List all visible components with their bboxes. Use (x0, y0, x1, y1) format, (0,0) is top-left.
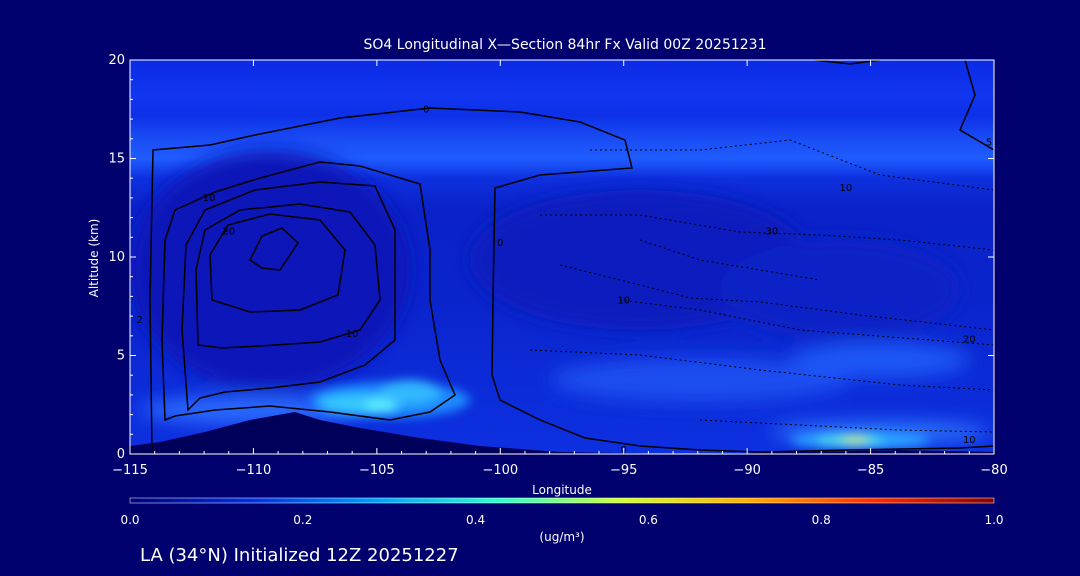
y-tick-label: 10 (108, 250, 125, 265)
plot-area: 000510101010102020230 (130, 60, 994, 454)
x-tick-label: −110 (236, 463, 272, 478)
x-tick-label: −100 (482, 463, 518, 478)
contour-label: 10 (963, 435, 976, 446)
colorbar-gradient (129, 497, 995, 504)
x-tick-label: −85 (857, 463, 884, 478)
contour-label: 20 (963, 335, 976, 346)
x-axis-label: Longitude (532, 483, 592, 497)
contour-label: 10 (840, 183, 853, 194)
x-tick-label: −105 (359, 463, 395, 478)
colorbar-tick-label: 0.2 (293, 513, 312, 527)
contour-label: 0 (423, 104, 429, 115)
contour-label: 2 (137, 315, 143, 326)
contours (149, 60, 994, 453)
contour-label: 10 (346, 329, 359, 340)
x-tick-label: −90 (733, 463, 760, 478)
dotted-contours (529, 139, 994, 433)
chart-title: SO4 Longitudinal X—Section 84hr Fx Valid… (364, 37, 767, 53)
x-axis: −115 −110 −105 −100 −95 −90 −85 −80 (112, 60, 1008, 478)
colorbar-tick-label: 0.8 (812, 513, 831, 527)
colorbar-tick-label: 0.6 (639, 513, 658, 527)
y-axis-label: Altitude (km) (87, 219, 101, 298)
colorbar-ticks: 0.0 0.2 0.4 0.6 0.8 1.0 (120, 513, 1003, 527)
colorbar: 0.0 0.2 0.4 0.6 0.8 1.0 (ug/m³) (120, 497, 1004, 544)
contour-label: 0 (497, 238, 503, 249)
y-tick-label: 20 (108, 53, 125, 68)
contour-label: 5 (986, 138, 992, 149)
x-tick-label: −95 (610, 463, 637, 478)
contour-label: 10 (203, 193, 216, 204)
y-tick-label: 0 (117, 447, 125, 462)
x-tick-label: −115 (112, 463, 148, 478)
contour-label: 10 (617, 295, 630, 306)
colorbar-tick-label: 0.0 (120, 513, 139, 527)
contour-label: 20 (222, 226, 235, 237)
field-blobs (130, 150, 990, 442)
terrain (130, 412, 994, 454)
x-tick-label: −80 (980, 463, 1007, 478)
contour-label: 30 (765, 226, 778, 237)
footer-caption: LA (34°N) Initialized 12Z 20251227 (140, 545, 459, 566)
colorbar-tick-label: 0.4 (466, 513, 485, 527)
y-tick-label: 15 (108, 152, 125, 167)
y-tick-label: 5 (117, 349, 125, 364)
plume-blobs (310, 380, 930, 448)
colorbar-tick-label: 1.0 (984, 513, 1003, 527)
colorbar-unit: (ug/m³) (539, 530, 584, 544)
